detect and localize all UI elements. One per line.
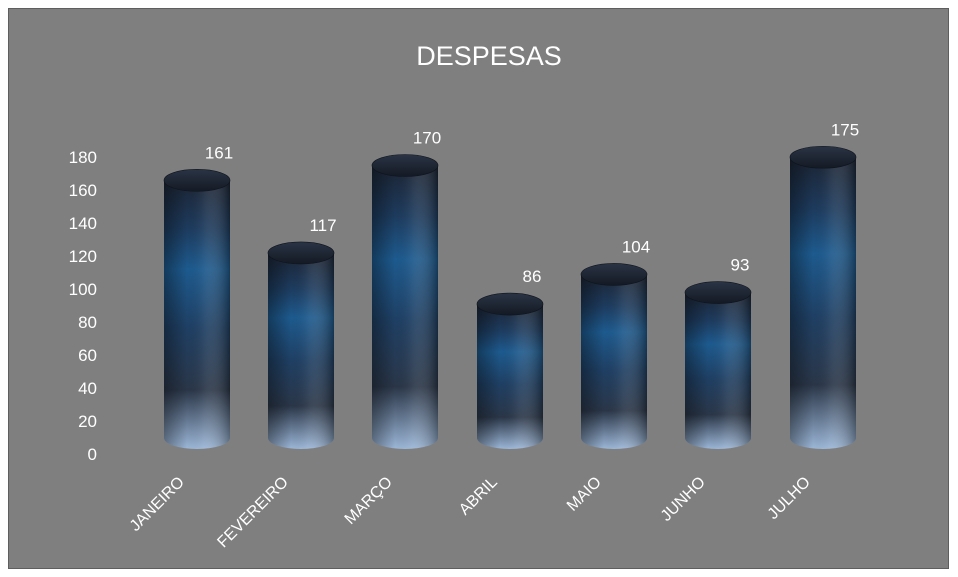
y-tick-label: 160 [69,181,97,200]
data-label: 104 [622,237,650,256]
bar-top-cap [163,169,231,192]
x-tick-label: JANEIRO [127,474,188,535]
chart-svg: DESPESAS 0 20 40 60 80 100 120 140 160 180 161 117… [69,41,860,551]
data-label: 161 [205,143,233,162]
bar-shading [581,274,647,449]
bar-shading [477,304,543,449]
bar-abril: 86 [476,267,544,449]
y-tick-label: 180 [69,148,97,167]
x-tick-label: JUNHO [658,474,709,525]
bar-junho: 93 [684,256,752,449]
y-tick-label: 80 [78,313,97,332]
y-axis: 0 20 40 60 80 100 120 140 160 180 [69,148,97,464]
bar-shading [372,165,438,449]
x-tick-label: ABRIL [456,474,501,519]
data-label: 86 [523,267,542,286]
bar-shading [790,157,856,449]
bar-top-cap [684,281,752,304]
data-label: 117 [309,216,336,235]
data-label: 170 [413,129,441,148]
chart-title: DESPESAS [416,41,562,71]
bar-fevereiro: 117 [267,216,337,449]
x-tick-label: MARÇO [342,474,396,528]
x-tick-label: FEVEREIRO [214,474,291,551]
y-tick-label: 20 [78,412,97,431]
bar-top-cap [789,145,857,169]
bar-shading [685,292,751,449]
bar-top-cap [371,154,439,177]
bar-top-cap [476,292,544,316]
bar-top-cap [267,241,335,265]
bars: 161 117 170 86 104 93 175 [163,120,859,449]
y-tick-label: 0 [88,445,97,464]
bar-maio: 104 [580,237,650,449]
y-tick-label: 60 [78,346,97,365]
chart-frame: DESPESAS 0 20 40 60 80 100 120 140 160 180 161 117… [8,8,949,569]
y-tick-label: 140 [69,214,97,233]
bar-top-cap [580,263,648,286]
x-tick-label: MAIO [564,474,605,515]
bar-shading [268,252,334,449]
y-tick-label: 100 [69,280,97,299]
bar-julho: 175 [789,120,859,449]
bar-janeiro: 161 [163,143,233,449]
bar-março: 170 [371,129,441,449]
data-label: 93 [731,256,750,275]
x-axis: JANEIRO FEVEREIRO MARÇO ABRIL MAIO JUNHO JULHO [127,474,814,551]
x-tick-label: JULHO [765,474,814,523]
y-tick-label: 40 [78,379,97,398]
data-label: 175 [831,120,859,139]
y-tick-label: 120 [69,247,97,266]
bar-shading [164,180,230,449]
